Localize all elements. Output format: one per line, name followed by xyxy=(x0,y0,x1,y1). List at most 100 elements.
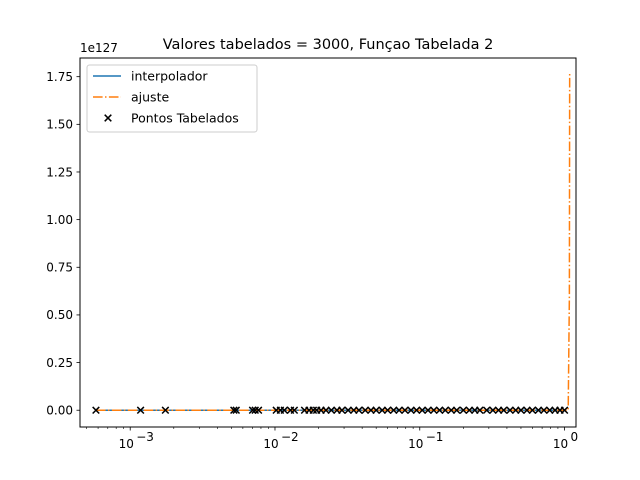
data-point-stroke xyxy=(344,406,352,415)
data-point-stroke xyxy=(459,406,468,415)
data-point xyxy=(528,406,537,415)
data-point xyxy=(429,406,438,415)
data-point xyxy=(465,406,474,415)
data-point-stroke xyxy=(355,406,363,415)
data-point-stroke xyxy=(401,406,409,415)
data-point-stroke xyxy=(424,406,432,415)
data-point-stroke xyxy=(327,406,336,415)
data-point-stroke xyxy=(534,406,543,415)
data-point xyxy=(344,406,352,415)
data-point-stroke xyxy=(540,406,548,415)
data-point-stroke xyxy=(528,406,537,415)
data-point xyxy=(355,406,363,415)
series-line xyxy=(95,72,571,411)
data-point xyxy=(482,406,491,415)
data-point xyxy=(372,406,381,415)
data-point-stroke xyxy=(452,406,461,415)
data-point-stroke xyxy=(389,406,398,415)
y-tick-label: 1.50 xyxy=(46,118,73,132)
data-point xyxy=(441,406,450,415)
data-point xyxy=(534,406,543,415)
data-point xyxy=(230,406,238,415)
data-point-stroke xyxy=(560,406,569,415)
data-point xyxy=(136,406,145,415)
x-tick-label: 10 xyxy=(408,437,423,451)
data-point xyxy=(523,406,531,415)
data-point xyxy=(395,406,403,415)
legend: interpolador ajuste Pontos Tabelados xyxy=(86,64,258,133)
legend-label: interpolador xyxy=(131,69,208,84)
data-point-stroke xyxy=(361,406,370,415)
data-point xyxy=(338,406,346,415)
x-tick-exponent: −3 xyxy=(136,430,154,444)
y-tick-label: 1.25 xyxy=(46,165,73,179)
data-point-stroke xyxy=(290,406,299,415)
data-point-stroke xyxy=(395,406,403,415)
y-tick-label: 0.75 xyxy=(46,261,73,275)
data-point xyxy=(418,406,427,415)
y-tick-label: 1.00 xyxy=(46,213,73,227)
data-point xyxy=(517,406,525,415)
data-point-stroke xyxy=(482,406,491,415)
data-point-stroke xyxy=(338,406,346,415)
data-point-stroke xyxy=(465,406,474,415)
y-tick-label: 0.50 xyxy=(46,308,73,322)
data-point xyxy=(412,406,421,415)
data-point xyxy=(254,406,263,415)
data-point-stroke xyxy=(476,406,484,415)
data-point xyxy=(290,406,299,415)
legend-box xyxy=(86,64,258,133)
plot-area xyxy=(92,72,571,415)
data-point-stroke xyxy=(248,406,257,415)
data-point-stroke xyxy=(412,406,421,415)
legend-marker xyxy=(104,114,112,122)
data-point-stroke xyxy=(136,406,145,415)
y-tick-label: 1.75 xyxy=(46,70,73,84)
data-point xyxy=(435,406,444,415)
data-point xyxy=(161,406,170,415)
x-tick-label: 10 xyxy=(553,437,568,451)
data-point xyxy=(499,406,508,415)
data-point xyxy=(309,406,318,415)
data-point xyxy=(361,406,370,415)
data-point xyxy=(383,406,392,415)
data-point-stroke xyxy=(280,406,289,415)
data-point xyxy=(489,406,497,415)
data-point xyxy=(401,406,409,415)
data-point xyxy=(327,406,336,415)
legend-label: ajuste xyxy=(131,90,169,105)
data-point xyxy=(452,406,461,415)
data-point xyxy=(447,406,456,415)
data-point-stroke xyxy=(161,406,170,415)
data-point xyxy=(407,406,415,415)
data-point xyxy=(506,406,514,415)
data-point xyxy=(560,406,569,415)
data-point-stroke xyxy=(429,406,438,415)
data-point xyxy=(248,406,257,415)
legend-label: Pontos Tabelados xyxy=(131,111,239,126)
y-axis: 0.00 0.25 0.50 0.75 1.00 1.25 1.50 1.75 xyxy=(46,70,80,418)
y-tick-label: 0.00 xyxy=(46,404,73,418)
x-tick-exponent: −2 xyxy=(281,430,299,444)
plot-frame xyxy=(79,57,577,428)
data-point-stroke xyxy=(92,406,100,415)
data-point-stroke xyxy=(447,406,456,415)
data-point-stroke xyxy=(435,406,444,415)
data-point-stroke xyxy=(378,406,387,415)
x-tick-exponent: −1 xyxy=(426,430,444,444)
data-point xyxy=(280,406,289,415)
data-point-stroke xyxy=(383,406,392,415)
x-tick-label: 10 xyxy=(263,437,278,451)
data-point xyxy=(540,406,548,415)
data-point-stroke xyxy=(506,406,514,415)
data-point-stroke xyxy=(254,406,263,415)
data-point-stroke xyxy=(418,406,427,415)
data-point-stroke xyxy=(309,406,318,415)
x-axis: 10 −3 10 −2 10 −1 10 0 xyxy=(86,427,578,451)
data-point-stroke xyxy=(499,406,508,415)
x-tick-label: 10 xyxy=(119,437,134,451)
data-point-stroke xyxy=(489,406,497,415)
data-point-stroke xyxy=(230,406,238,415)
y-offset-label: 1e127 xyxy=(80,41,118,55)
